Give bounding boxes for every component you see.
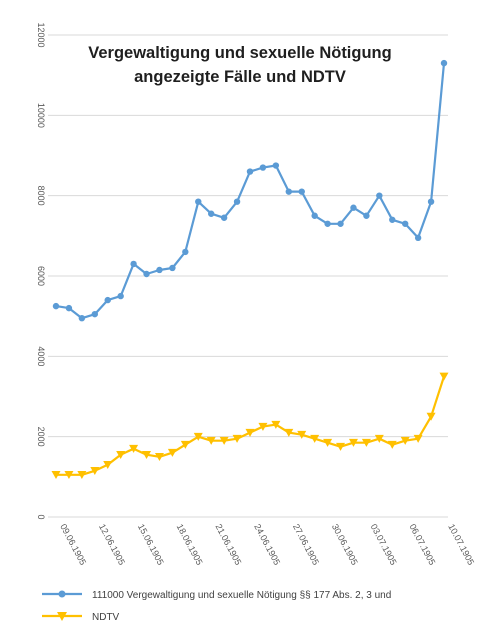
x-axis-ticks: 09.06.1905 12.06.1905 15.06.1905 18.06.1905…: [58, 522, 476, 566]
data-point: [91, 310, 99, 318]
x-tick-label: 24.06.1905: [252, 522, 282, 566]
data-point: [402, 220, 409, 227]
data-point: [350, 204, 357, 211]
data-point: [116, 450, 126, 459]
y-tick-label: 12000: [36, 22, 46, 47]
data-point: [363, 212, 370, 219]
legend-marker: [58, 590, 66, 598]
data-point: [51, 471, 61, 480]
x-tick-label: 18.06.1905: [175, 522, 205, 566]
data-point: [427, 198, 435, 205]
data-point: [323, 438, 333, 447]
data-point: [78, 314, 86, 322]
x-tick-label: 21.06.1905: [213, 522, 243, 566]
data-point: [376, 192, 383, 199]
data-point: [129, 444, 139, 453]
data-point: [142, 450, 152, 459]
data-point: [65, 304, 73, 312]
data-point: [219, 436, 229, 445]
data-point: [103, 460, 113, 469]
y-tick-label: 4000: [36, 346, 46, 366]
data-point: [311, 212, 318, 219]
y-tick-label: 10000: [36, 103, 46, 128]
y-tick-label: 6000: [36, 266, 46, 286]
data-point: [245, 428, 255, 437]
legend-label: 111000 Vergewaltigung und sexuelle Nötig…: [92, 590, 391, 601]
data-point: [440, 59, 448, 67]
data-point: [206, 436, 216, 445]
y-tick-label: 8000: [36, 186, 46, 206]
data-point: [336, 442, 346, 451]
data-point: [400, 436, 410, 445]
data-point: [284, 428, 294, 437]
data-point: [387, 440, 397, 449]
data-point: [180, 440, 190, 449]
series-2: [51, 372, 449, 480]
gridlines: [48, 34, 448, 518]
data-point: [337, 220, 344, 227]
legend-marker: [57, 612, 67, 621]
data-point: [195, 198, 202, 205]
data-point: [426, 412, 436, 421]
data-point: [167, 448, 177, 457]
series-line: [55, 62, 446, 320]
data-point: [64, 471, 74, 480]
data-point: [232, 434, 242, 443]
data-point: [117, 292, 124, 300]
chart-title-line-1: Vergewaltigung und sexuelle Nötigung: [88, 44, 391, 62]
x-tick-label: 03.07.1905: [369, 522, 399, 566]
data-point: [389, 216, 396, 223]
data-point: [439, 372, 449, 381]
data-point: [143, 270, 150, 278]
data-point: [310, 434, 320, 443]
x-tick-label: 30.06.1905: [330, 522, 360, 566]
series-1: [52, 59, 448, 322]
series-line: [56, 376, 446, 476]
data-point: [285, 188, 292, 195]
data-point: [297, 430, 307, 439]
data-point: [298, 188, 305, 195]
data-point: [193, 432, 203, 441]
legend: 111000 Vergewaltigung und sexuelle Nötig…: [42, 590, 391, 623]
data-point: [182, 248, 189, 256]
data-point: [271, 420, 281, 429]
x-tick-label: 09.06.1905: [58, 522, 88, 566]
data-point: [169, 264, 176, 272]
x-tick-label: 12.06.1905: [97, 522, 127, 566]
x-tick-label: 15.06.1905: [136, 522, 166, 566]
y-tick-label: 0: [36, 514, 46, 519]
data-point: [77, 471, 87, 480]
x-tick-label: 06.07.1905: [407, 522, 437, 566]
y-axis-ticks: 0 2000 4000 6000 8000 10000 12000: [36, 22, 46, 519]
data-point: [220, 214, 228, 221]
data-point: [414, 234, 422, 242]
data-point: [258, 422, 268, 431]
chart-title-line-2: angezeigte Fälle und NDTV: [134, 68, 346, 86]
data-point: [52, 302, 60, 310]
data-point: [154, 452, 164, 461]
x-tick-label: 10.07.1905: [446, 522, 476, 566]
data-point: [348, 438, 358, 447]
data-point: [90, 467, 100, 476]
data-point: [104, 296, 111, 304]
data-point: [233, 198, 241, 205]
data-point: [374, 434, 384, 443]
y-tick-label: 2000: [36, 427, 46, 447]
data-point: [272, 162, 280, 169]
data-point: [361, 438, 371, 447]
data-point: [246, 168, 254, 175]
data-point: [259, 164, 267, 171]
legend-label: NDTV: [92, 612, 120, 623]
data-point: [208, 210, 215, 217]
data-point: [413, 434, 423, 443]
data-point: [130, 260, 137, 268]
x-tick-label: 27.06.1905: [291, 522, 321, 566]
data-point: [324, 220, 331, 227]
series-lines: [51, 59, 449, 480]
data-point: [156, 266, 163, 274]
